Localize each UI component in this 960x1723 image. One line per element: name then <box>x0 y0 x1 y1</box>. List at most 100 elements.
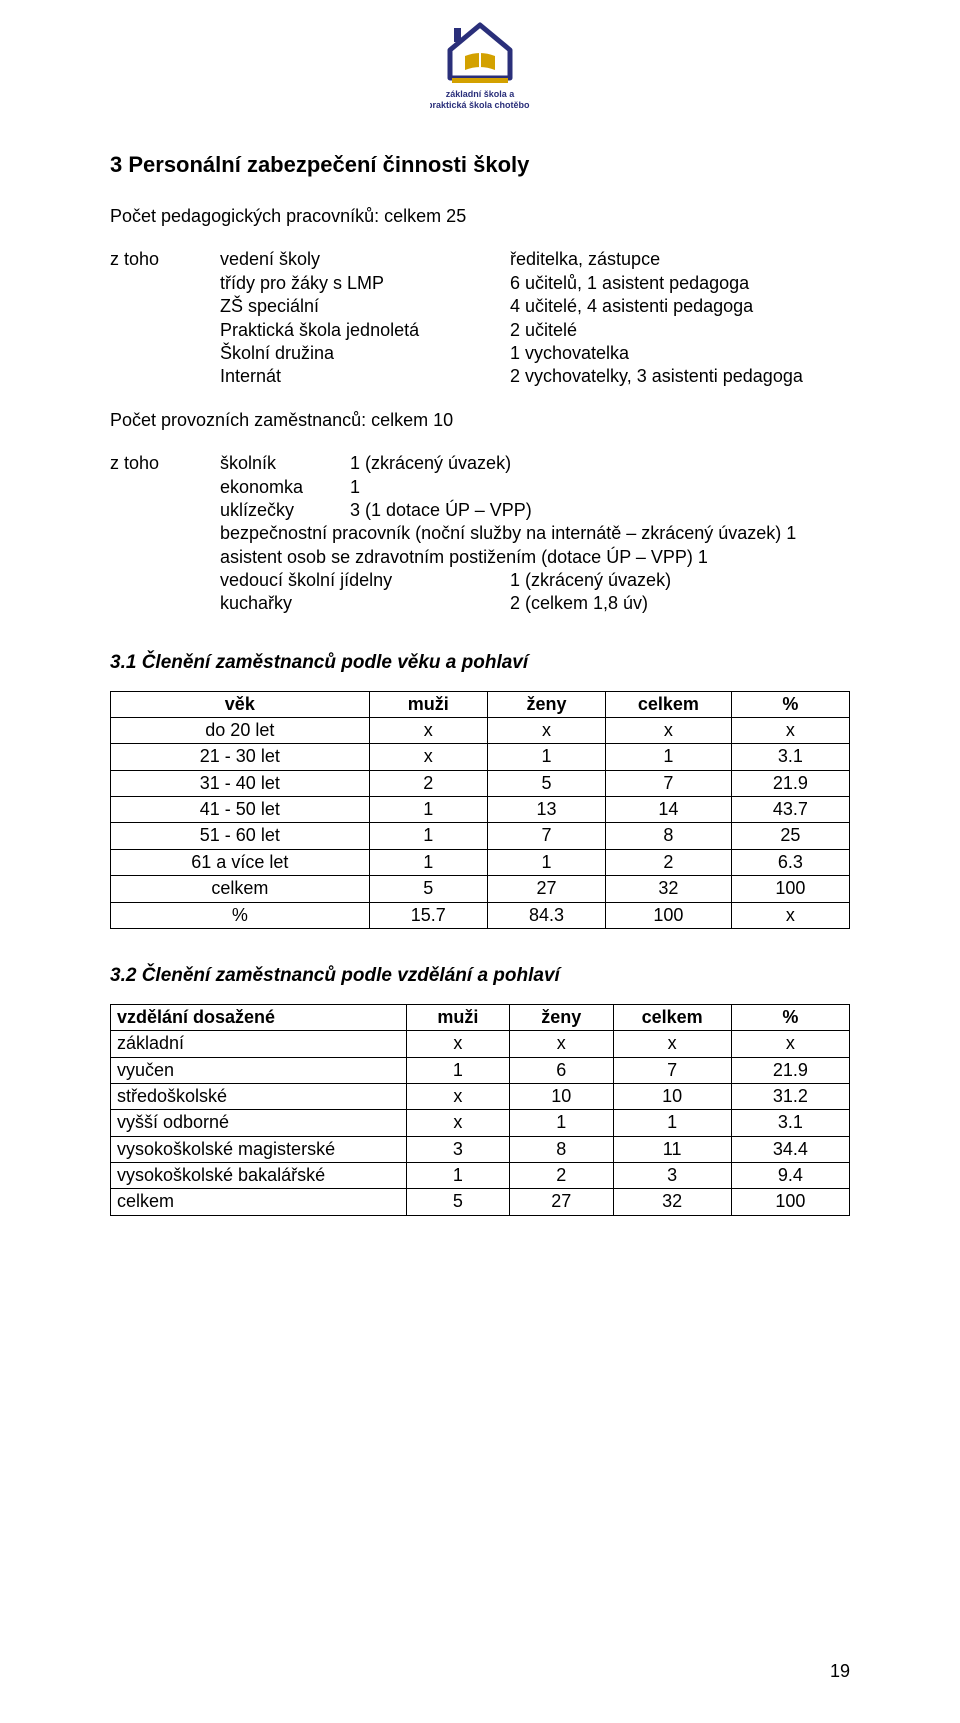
table-cell: 1 <box>369 823 487 849</box>
page-number: 19 <box>830 1660 850 1683</box>
role2-key: uklízečky <box>220 499 350 522</box>
table-header-cell: celkem <box>606 691 732 717</box>
table-cell: středoškolské <box>111 1083 407 1109</box>
role2-val: 3 (1 dotace ÚP – VPP) <box>350 499 550 522</box>
role-row: Internát 2 vychovatelky, 3 asistenti ped… <box>220 365 850 388</box>
table-row: vysokoškolské magisterské381134.4 <box>111 1136 850 1162</box>
free-key: kuchařky <box>220 592 510 615</box>
table-cell: 7 <box>487 823 605 849</box>
table-cell: 1 <box>406 1057 509 1083</box>
free-line: bezpečnostní pracovník (noční služby na … <box>220 522 850 545</box>
role-row: Školní družina 1 vychovatelka <box>220 342 850 365</box>
role2-val: 1 <box>350 476 550 499</box>
table-header-cell: celkem <box>613 1004 731 1030</box>
table-row: %15.784.3100x <box>111 902 850 928</box>
table-cell: x <box>613 1031 731 1057</box>
table-cell: 5 <box>487 770 605 796</box>
role-val: 2 učitelé <box>510 319 850 342</box>
table-cell: vyučen <box>111 1057 407 1083</box>
table-cell: 3.1 <box>731 744 849 770</box>
table-row: celkem52732100 <box>111 876 850 902</box>
table-cell: x <box>510 1031 613 1057</box>
table-cell: 61 a více let <box>111 849 370 875</box>
table-header-cell: muži <box>369 691 487 717</box>
table-cell: x <box>406 1031 509 1057</box>
table-cell: x <box>606 717 732 743</box>
table-cell: x <box>731 902 849 928</box>
table-cell: celkem <box>111 876 370 902</box>
table-cell: 2 <box>510 1163 613 1189</box>
table-cell: 1 <box>406 1163 509 1189</box>
role-row: vedení školy ředitelka, zástupce <box>220 248 850 271</box>
role-row: Praktická škola jednoletá 2 učitelé <box>220 319 850 342</box>
table-cell: 100 <box>606 902 732 928</box>
ztoho-label: z toho <box>110 248 220 388</box>
role-row: ZŠ speciální 4 učitelé, 4 asistenti peda… <box>220 295 850 318</box>
roles2-block: z toho školník 1 (zkrácený úvazek) ekono… <box>110 452 850 522</box>
table-cell: 10 <box>613 1083 731 1109</box>
svg-text:praktická škola chotěboř: praktická škola chotěboř <box>430 100 530 110</box>
table-cell: x <box>369 717 487 743</box>
svg-text:základní škola a: základní škola a <box>446 89 516 99</box>
table-cell: základní <box>111 1031 407 1057</box>
role-val: 6 učitelů, 1 asistent pedagoga <box>510 272 850 295</box>
role2-key: ekonomka <box>220 476 350 499</box>
table-header-cell: muži <box>406 1004 509 1030</box>
table-cell: 7 <box>606 770 732 796</box>
table-cell: 1 <box>613 1110 731 1136</box>
table-cell: 21 - 30 let <box>111 744 370 770</box>
role2-key: školník <box>220 452 350 475</box>
table-cell: 84.3 <box>487 902 605 928</box>
role-key: ZŠ speciální <box>220 295 510 318</box>
role-key: Školní družina <box>220 342 510 365</box>
table-cell: 1 <box>487 744 605 770</box>
table-cell: 8 <box>606 823 732 849</box>
pedagogical-count: Počet pedagogických pracovníků: celkem 2… <box>110 205 850 228</box>
table-cell: vysokoškolské bakalářské <box>111 1163 407 1189</box>
table-header-cell: ženy <box>487 691 605 717</box>
table-cell: 5 <box>369 876 487 902</box>
table-row: celkem52732100 <box>111 1189 850 1215</box>
table-cell: x <box>731 717 849 743</box>
table-cell: vyšší odborné <box>111 1110 407 1136</box>
free-val: 2 (celkem 1,8 úv) <box>510 592 850 615</box>
table-cell: do 20 let <box>111 717 370 743</box>
table-cell: 9.4 <box>731 1163 849 1189</box>
table-cell: 51 - 60 let <box>111 823 370 849</box>
table-cell: 14 <box>606 797 732 823</box>
table-cell: 13 <box>487 797 605 823</box>
table-cell: 2 <box>369 770 487 796</box>
table-row: středoškolskéx101031.2 <box>111 1083 850 1109</box>
table-cell: 8 <box>510 1136 613 1162</box>
role-row: třídy pro žáky s LMP 6 učitelů, 1 asiste… <box>220 272 850 295</box>
header-logo: základní škola a praktická škola chotěbo… <box>110 20 850 121</box>
table-row: 61 a více let1126.3 <box>111 849 850 875</box>
table-cell: 10 <box>510 1083 613 1109</box>
table-cell: 43.7 <box>731 797 849 823</box>
roles-block: z toho vedení školy ředitelka, zástupce … <box>110 248 850 388</box>
subsection-3-1-title: 3.1 Členění zaměstnanců podle věku a poh… <box>110 651 850 676</box>
table-row: vyšší odbornéx113.1 <box>111 1110 850 1136</box>
operational-count: Počet provozních zaměstnanců: celkem 10 <box>110 409 850 432</box>
table-cell: 34.4 <box>731 1136 849 1162</box>
table-header-cell: % <box>731 1004 849 1030</box>
table-header-cell: ženy <box>510 1004 613 1030</box>
section-title: 3 Personální zabezpečení činnosti školy <box>110 151 850 180</box>
table-cell: 27 <box>510 1189 613 1215</box>
table-header-cell: věk <box>111 691 370 717</box>
table-cell: 27 <box>487 876 605 902</box>
table-cell: 3 <box>406 1136 509 1162</box>
table-cell: 6 <box>510 1057 613 1083</box>
table-cell: x <box>406 1110 509 1136</box>
table-cell: 6.3 <box>731 849 849 875</box>
role2-row: ekonomka 1 <box>220 476 850 499</box>
ztoho-label: z toho <box>110 452 220 522</box>
table-age-gender: věkmužiženycelkem%do 20 letxxxx21 - 30 l… <box>110 691 850 930</box>
table-cell: 7 <box>613 1057 731 1083</box>
table-header-cell: % <box>731 691 849 717</box>
table-cell: 21.9 <box>731 770 849 796</box>
table-cell: 5 <box>406 1189 509 1215</box>
table-cell: 31.2 <box>731 1083 849 1109</box>
table-cell: % <box>111 902 370 928</box>
table-row: 41 - 50 let1131443.7 <box>111 797 850 823</box>
